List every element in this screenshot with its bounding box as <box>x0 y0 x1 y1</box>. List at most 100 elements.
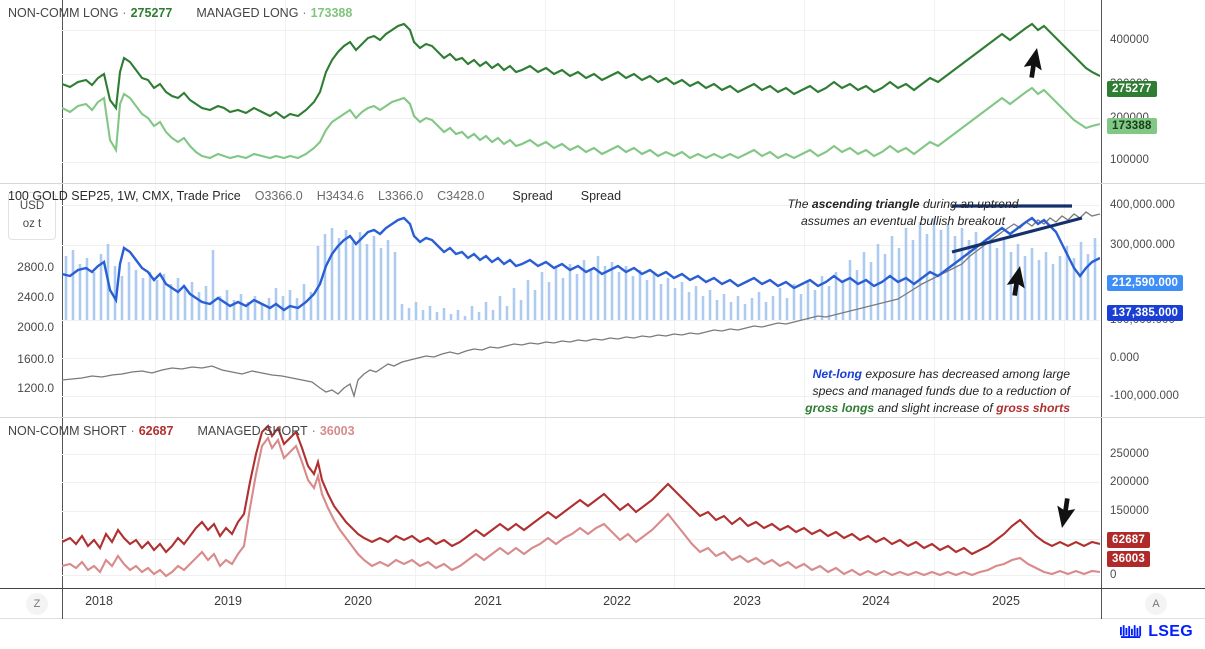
xaxis-label-2025: 2025 <box>992 594 1020 608</box>
xaxis-bottom-rule <box>0 618 1205 619</box>
legend-dot-3: · <box>130 424 135 438</box>
ohlc-open: O3366.0 <box>254 189 303 203</box>
top-panel-legend: NON-COMM LONG · 275277 MANAGED LONG · 173388 <box>8 6 352 20</box>
panel-gross-shorts: 250000 200000 150000 100000 0 62687 3600… <box>0 418 1205 588</box>
auto-scale-button[interactable]: A <box>1145 593 1167 615</box>
anno-triangle-line1-post: during an uptrend <box>919 197 1019 211</box>
xaxis-label-2021: 2021 <box>474 594 502 608</box>
legend-value-managed-long: 173388 <box>310 6 353 20</box>
annotation-ascending-triangle: The ascending triangle during an uptrend… <box>772 196 1034 230</box>
mid-right-axis[interactable]: 400,000.000 300,000.000 100,000.000 0.00… <box>1102 184 1205 417</box>
anno-netlong-line3-mid: and slight increase of <box>874 400 997 415</box>
mid-plot-area[interactable] <box>62 184 1100 417</box>
unit-currency: USD <box>19 200 45 213</box>
xaxis-label-2022: 2022 <box>603 594 631 608</box>
mid-left-tick-4: 1200.0 <box>17 381 54 395</box>
bot-ytick-2: 150000 <box>1110 505 1149 517</box>
legend-dot-1: · <box>122 6 127 20</box>
top-ytick-3: 100000 <box>1110 154 1149 166</box>
mid-ytick-0: 400,000.000 <box>1110 199 1176 211</box>
mid-ytick-3: 0.000 <box>1110 352 1140 364</box>
xaxis-label-2018: 2018 <box>85 594 113 608</box>
x-axis[interactable]: Z 2018 2019 2020 2021 2022 2023 2024 202… <box>0 589 1205 619</box>
mid-ytick-1: 300,000.000 <box>1110 239 1176 251</box>
bottom-plot-area[interactable] <box>62 418 1100 588</box>
badge-managed-short: 36003 <box>1107 551 1150 567</box>
mid-series-svg <box>62 211 1100 399</box>
mid-ytick-4: -100,000.000 <box>1110 390 1179 402</box>
anno-gross-shorts: gross shorts <box>996 400 1070 415</box>
bottom-panel-legend: NON-COMM SHORT · 62687 MANAGED SHORT · 36003 <box>8 424 355 438</box>
unit-measure: oz t <box>22 218 42 230</box>
net-long-line <box>62 216 1100 312</box>
top-series-svg <box>62 22 1100 160</box>
mid-arrow-icon <box>1006 266 1025 296</box>
badge-net-long-funds: 137,385.000 <box>1107 305 1184 321</box>
mid-left-tick-3: 1600.0 <box>17 352 54 366</box>
xaxis-label-2019: 2019 <box>214 594 242 608</box>
legend-label-non-comm-short: NON-COMM SHORT <box>8 424 127 438</box>
instrument-label: 100 GOLD SEP25, 1W, CMX, Trade Price <box>8 189 241 203</box>
ohlc-close: C3428.0 <box>437 189 485 203</box>
mid-left-tick-0: 2800.0 <box>17 260 54 274</box>
anno-triangle-bold: ascending triangle <box>811 197 920 211</box>
bot-ytick-0: 250000 <box>1110 448 1149 460</box>
divider-top-middle <box>0 183 1205 184</box>
non-comm-short-line <box>62 424 1100 556</box>
divider-middle-bottom <box>0 417 1205 418</box>
anno-netlong-keyword: Net-long <box>812 367 862 381</box>
managed-long-line <box>62 86 1100 160</box>
top-panel-right-divider <box>1101 0 1102 183</box>
mid-panel-header: 100 GOLD SEP25, 1W, CMX, Trade Price O336… <box>8 189 621 203</box>
xaxis-top-rule <box>0 588 1205 589</box>
ascending-triangle-shape <box>951 204 1083 254</box>
mid-left-tick-2: 2000.0 <box>17 320 54 334</box>
unit-box: USD oz t <box>8 192 56 240</box>
lseg-logo-icon <box>1120 624 1142 638</box>
anno-gross-longs: gross longs <box>805 400 875 415</box>
legend-label-non-comm-long: NON-COMM LONG <box>8 6 119 20</box>
legend-value-non-comm-long: 275277 <box>130 6 173 20</box>
ohlc-high: H3434.6 <box>316 189 364 203</box>
top-right-axis[interactable]: 400000 300000 200000 100000 275277 17338… <box>1102 0 1205 183</box>
lseg-wordmark: LSEG <box>1148 623 1193 640</box>
anno-netlong-line2: specs and managed funds due to a reducti… <box>812 383 1070 398</box>
top-panel-left-divider <box>62 0 63 183</box>
legend-value-non-comm-short: 62687 <box>138 424 174 438</box>
anno-netlong-line1: exposure has decreased among large <box>862 367 1070 381</box>
xaxis-left-divider <box>62 589 63 619</box>
mid-left-tick-1: 2400.0 <box>17 290 54 304</box>
non-comm-long-line <box>62 22 1100 120</box>
xaxis-right-divider <box>1101 589 1102 619</box>
mid-left-axis[interactable]: 2800.0 2400.0 2000.0 1600.0 1200.0 <box>0 184 62 417</box>
lseg-branding: LSEG <box>1120 623 1193 641</box>
panel-price-positioning: 2800.0 2400.0 2000.0 1600.0 1200.0 <box>0 184 1205 417</box>
legend-dot-2: · <box>302 6 307 20</box>
mid-volume-bars <box>64 218 1097 320</box>
zoom-out-button[interactable]: Z <box>26 593 48 615</box>
ohlc-low: L3366.0 <box>377 189 424 203</box>
gold-price-line <box>62 211 1100 399</box>
badge-non-comm-long: 275277 <box>1107 81 1157 97</box>
mid-panel-right-divider <box>1101 184 1102 417</box>
legend-label-managed-long: MANAGED LONG <box>196 6 299 20</box>
bot-panel-right-divider <box>1101 418 1102 588</box>
bot-panel-left-divider <box>62 418 63 588</box>
legend-dot-4: · <box>311 424 316 438</box>
xaxis-label-2023: 2023 <box>733 594 761 608</box>
xaxis-label-2024: 2024 <box>862 594 890 608</box>
top-plot-area[interactable] <box>62 0 1100 183</box>
legend-value-managed-short: 36003 <box>319 424 355 438</box>
top-arrow-icon <box>1023 48 1042 78</box>
anno-triangle-line2: assumes an eventual bullish breakout <box>801 213 1005 228</box>
spread-label-1: Spread <box>512 189 553 203</box>
mid-panel-left-divider <box>62 184 63 417</box>
managed-short-line <box>62 435 1100 578</box>
bottom-series-svg <box>62 424 1100 578</box>
bot-ytick-1: 200000 <box>1110 476 1149 488</box>
xaxis-label-2020: 2020 <box>344 594 372 608</box>
triangle-support-line <box>951 216 1083 254</box>
bottom-right-axis[interactable]: 250000 200000 150000 100000 0 62687 3600… <box>1102 418 1205 588</box>
spread-label-2: Spread <box>580 189 622 203</box>
